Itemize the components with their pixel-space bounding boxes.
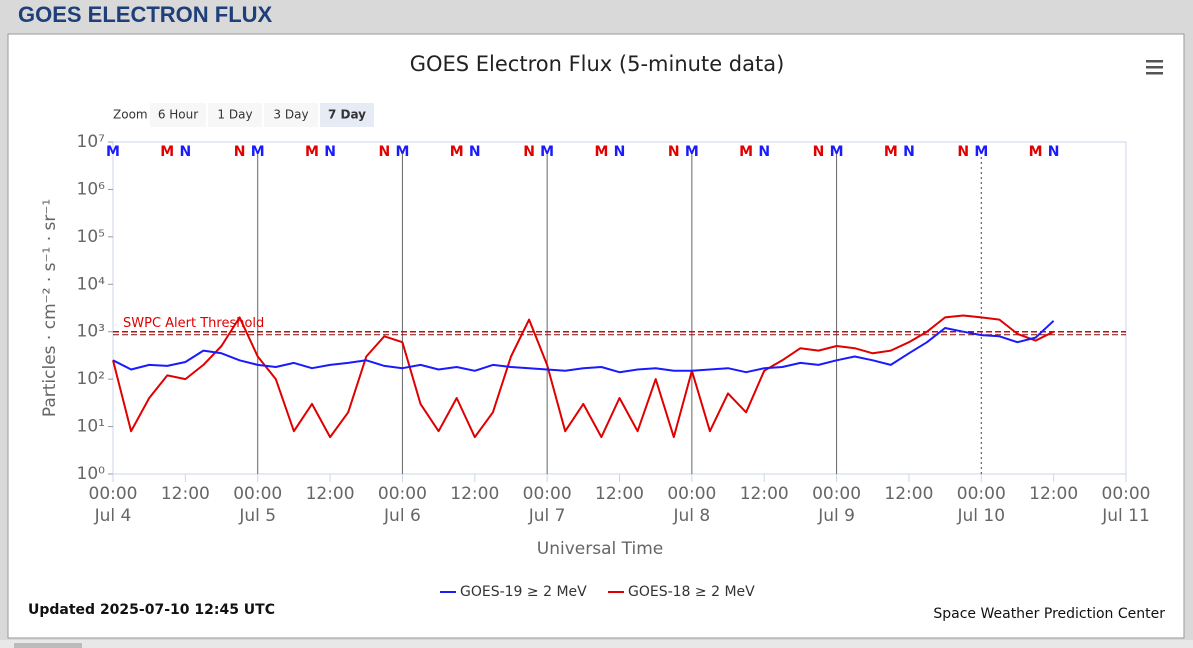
x-tick-date: Jul 9 (817, 506, 855, 526)
x-tick-label: 12:00 (161, 484, 210, 504)
chart-title: GOES Electron Flux (5-minute data) (410, 52, 785, 76)
y-tick-label: 10³ (77, 322, 105, 342)
x-tick-label: 00:00 (89, 484, 138, 504)
x-tick-label: 12:00 (595, 484, 644, 504)
scroll-thumb[interactable] (14, 643, 82, 648)
y-tick-label: 10⁵ (77, 227, 105, 247)
threshold-label: SWPC Alert Threshold (123, 316, 264, 331)
x-tick-date: Jul 7 (528, 506, 566, 526)
day-marker: N (378, 144, 390, 160)
x-tick-label: 12:00 (450, 484, 499, 504)
day-marker: M (830, 144, 844, 160)
day-marker: N (614, 144, 626, 160)
x-tick-date: Jul 8 (672, 506, 710, 526)
zoom-button[interactable]: 1 Day (208, 103, 262, 127)
x-tick-label: 12:00 (1029, 484, 1078, 504)
zoom-button[interactable]: 7 Day (320, 103, 374, 127)
x-tick-label: 00:00 (233, 484, 282, 504)
menu-bar (1146, 66, 1163, 69)
updated-note: Updated 2025-07-10 12:45 UTC (28, 602, 275, 618)
zoom-button-bg (208, 103, 262, 127)
zoom-button-label: 6 Hour (158, 108, 198, 122)
x-axis-title: Universal Time (537, 539, 663, 559)
scroll-strip (0, 640, 1193, 648)
x-tick-label: 00:00 (378, 484, 427, 504)
menu-bar (1146, 72, 1163, 75)
day-marker: N (523, 144, 535, 160)
zoom-button-label: 3 Day (273, 108, 308, 122)
x-tick-label: 00:00 (523, 484, 572, 504)
day-marker: N (668, 144, 680, 160)
x-tick-date: Jul 6 (383, 506, 421, 526)
menu-button[interactable] (1146, 60, 1163, 75)
y-tick-label: 10² (77, 369, 105, 389)
day-marker: M (739, 144, 753, 160)
zoom-button[interactable]: 6 Hour (150, 103, 206, 127)
day-marker: N (234, 144, 246, 160)
day-marker: N (1048, 144, 1060, 160)
day-marker: M (305, 144, 319, 160)
y-tick-label: 10¹ (77, 417, 105, 437)
x-tick-date: Jul 11 (1101, 506, 1150, 526)
day-marker: N (179, 144, 191, 160)
zoom-button-bg (150, 103, 206, 127)
x-tick-label: 00:00 (812, 484, 861, 504)
day-marker: M (685, 144, 699, 160)
day-marker: N (813, 144, 825, 160)
day-marker: M (540, 144, 554, 160)
x-tick-label: 00:00 (957, 484, 1006, 504)
y-axis-title: Particles · cm⁻² · s⁻¹ · sr⁻¹ (40, 199, 60, 417)
day-marker: M (106, 144, 120, 160)
day-marker: M (395, 144, 409, 160)
zoom-button-bg (320, 103, 374, 127)
x-tick-label: 12:00 (740, 484, 789, 504)
day-marker: M (251, 144, 265, 160)
x-tick-date: Jul 5 (238, 506, 276, 526)
x-tick-label: 00:00 (667, 484, 716, 504)
zoom-label: Zoom (113, 108, 148, 122)
zoom-button-label: 7 Day (328, 108, 366, 122)
day-marker: M (884, 144, 898, 160)
x-tick-label: 00:00 (1102, 484, 1151, 504)
zoom-button-bg (264, 103, 318, 127)
y-tick-label: 10⁴ (77, 274, 106, 294)
y-tick-label: 10⁰ (77, 464, 106, 484)
header-title: GOES ELECTRON FLUX (18, 2, 273, 27)
y-tick-label: 10⁷ (77, 132, 106, 152)
day-marker: M (974, 144, 988, 160)
day-marker: M (594, 144, 608, 160)
zoom-button[interactable]: 3 Day (264, 103, 318, 127)
day-marker: N (903, 144, 915, 160)
credit: Space Weather Prediction Center (933, 606, 1165, 622)
day-marker: N (324, 144, 336, 160)
series-line (112, 314, 1055, 439)
x-tick-label: 12:00 (884, 484, 933, 504)
day-marker: M (450, 144, 464, 160)
legend-label[interactable]: GOES-18 ≥ 2 MeV (628, 584, 755, 600)
day-marker: N (469, 144, 481, 160)
series-line (112, 320, 1055, 374)
x-tick-label: 12:00 (306, 484, 355, 504)
day-marker: N (758, 144, 770, 160)
y-tick-label: 10⁶ (77, 179, 106, 199)
day-marker: N (957, 144, 969, 160)
day-marker: M (160, 144, 174, 160)
legend-label[interactable]: GOES-19 ≥ 2 MeV (460, 584, 587, 600)
day-marker: M (1029, 144, 1043, 160)
menu-bar (1146, 60, 1163, 63)
x-tick-date: Jul 4 (94, 506, 132, 526)
zoom-button-label: 1 Day (217, 108, 252, 122)
x-tick-date: Jul 10 (957, 506, 1006, 526)
